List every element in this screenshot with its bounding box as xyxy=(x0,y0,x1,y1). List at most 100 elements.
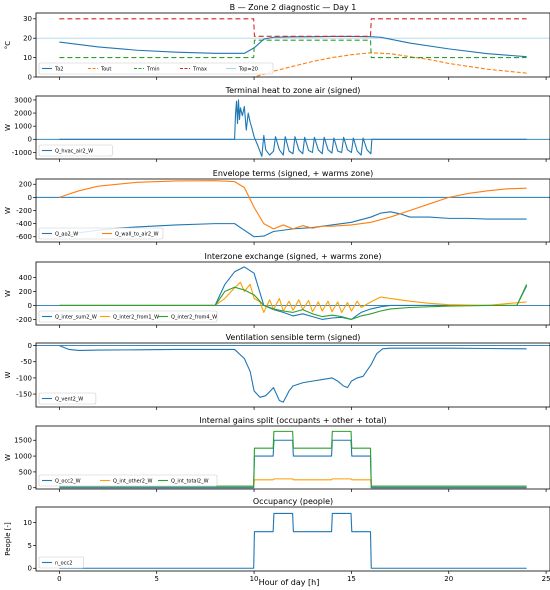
series-line xyxy=(59,512,527,569)
plot-area xyxy=(59,266,528,320)
axes-frame xyxy=(35,506,550,572)
y-tick-label: -200 xyxy=(16,207,32,215)
plot-area xyxy=(59,430,527,489)
series-line xyxy=(251,52,527,77)
y-tick-label: 200 xyxy=(19,181,32,189)
legend-label: n_occ2 xyxy=(55,561,72,567)
legend-label: Q_ao2_W xyxy=(55,232,78,238)
legend: Q_inter_sum2_W Q_inter2_from1_W Q_inter2_f… xyxy=(38,310,218,323)
y-axis-label: W xyxy=(4,371,12,378)
legend: Q_ao2_W Q_wall_to_air2_W xyxy=(38,227,164,240)
x-tick-label: 10 xyxy=(250,575,259,583)
legend-label: Ta2 xyxy=(54,67,63,73)
x-tick-label: 15 xyxy=(347,575,356,583)
panel-title: Terminal heat to zone air (signed) xyxy=(225,86,361,95)
panel-title: Interzone exchange (signed, + warms zone… xyxy=(204,252,381,261)
y-axis-label: °C xyxy=(4,41,12,50)
y-axis-label: W xyxy=(4,207,12,214)
y-tick-label: 1500 xyxy=(14,437,32,445)
y-axis-label: People [-] xyxy=(4,522,12,556)
y-tick-label: 5 xyxy=(28,542,32,550)
panel-5: Ventilation sensible term (signed) W -150 -… xyxy=(4,333,550,410)
y-tick-label: 10 xyxy=(23,519,32,527)
legend-label: Q_int_total2_W xyxy=(171,479,209,485)
y-axis-label: W xyxy=(4,454,12,461)
axes-frame xyxy=(35,342,550,408)
y-tick-label: -1000 xyxy=(12,149,32,157)
series-line xyxy=(59,478,527,487)
panel-title: B — Zone 2 diagnostic — Day 1 xyxy=(230,3,357,12)
axes-frame xyxy=(35,425,550,490)
panel-1: B — Zone 2 diagnostic — Day 1 °C 0 10 20 30 Ta… xyxy=(4,3,550,81)
legend-label: Tmin xyxy=(146,67,159,73)
legend-label: Q_inter2_from4_W xyxy=(171,315,217,321)
legend-label: Tout xyxy=(100,67,111,73)
x-tick-label: 0 xyxy=(57,575,61,583)
panel-title: Internal gains split (occupants + other … xyxy=(199,416,386,425)
y-axis-label: W xyxy=(4,124,12,131)
legend: Q_hvac_air2_W xyxy=(38,144,113,157)
series-line xyxy=(59,281,527,313)
y-tick-label: 20 xyxy=(23,35,32,43)
series-line xyxy=(59,266,528,320)
x-tick-label: 20 xyxy=(444,575,453,583)
panel-2: Terminal heat to zone air (signed) W -1000… xyxy=(4,86,550,162)
y-tick-label: 3000 xyxy=(14,96,32,104)
y-tick-label: 0 xyxy=(28,565,32,573)
legend-label: Q_inter_sum2_W xyxy=(55,315,97,321)
axes-frame xyxy=(35,12,550,78)
y-tick-label: -600 xyxy=(16,233,32,241)
legend: Ta2 Tout Tmin Tmax Top=20 xyxy=(38,62,274,75)
series-line xyxy=(59,99,527,157)
legend-label: Q_int_other2_W xyxy=(113,479,152,485)
plot-area xyxy=(59,512,527,569)
plot-area xyxy=(59,18,527,77)
axes-frame xyxy=(35,261,550,326)
y-tick-label: 500 xyxy=(19,468,32,476)
panel-4: Interzone exchange (signed, + warms zone… xyxy=(4,252,550,328)
y-axis-label: W xyxy=(4,290,12,297)
y-tick-label: 200 xyxy=(19,288,32,296)
legend-label: Q_wall_to_air2_W xyxy=(115,232,159,238)
panel-6: Internal gains split (occupants + other … xyxy=(4,416,550,492)
x-tick-label: 5 xyxy=(154,575,158,583)
y-tick-label: -400 xyxy=(16,220,32,228)
y-tick-label: 0 xyxy=(28,484,32,492)
y-tick-label: 0 xyxy=(28,194,32,202)
figure-xlabel: Hour of day [h] xyxy=(259,578,320,587)
series-line xyxy=(59,345,527,403)
series-line xyxy=(59,18,527,37)
legend: n_occ2 xyxy=(38,556,84,569)
legend-label: Q_inter2_from1_W xyxy=(113,315,159,321)
y-tick-label: 0 xyxy=(28,73,32,81)
series-line xyxy=(59,39,527,59)
legend-label: Tmax xyxy=(192,67,207,73)
y-tick-label: 400 xyxy=(19,274,32,282)
panel-title: Envelope terms (signed, + warms zone) xyxy=(213,169,373,178)
plot-area xyxy=(59,345,527,403)
panel-7: Occupancy (people) People [-] 0 5 10 15 20 25 0 5… xyxy=(4,497,550,583)
y-tick-label: -200 xyxy=(16,316,32,324)
panel-title: Occupancy (people) xyxy=(253,497,333,506)
y-tick-label: -50 xyxy=(21,358,32,366)
legend: Q_vent2_W xyxy=(38,392,97,405)
y-tick-label: 30 xyxy=(23,15,32,23)
x-tick-label: 25 xyxy=(542,575,550,583)
legend-label: Top=20 xyxy=(238,67,258,73)
plot-area xyxy=(59,99,527,157)
panel-title: Ventilation sensible term (signed) xyxy=(226,333,361,342)
panel-3: Envelope terms (signed, + warms zone) W -6… xyxy=(4,169,550,245)
y-tick-label: -150 xyxy=(16,390,32,398)
y-tick-label: 0 xyxy=(28,342,32,350)
series-line xyxy=(59,284,528,320)
series-line xyxy=(59,35,527,58)
legend-label: Q_hvac_air2_W xyxy=(55,149,93,155)
plot-area xyxy=(59,180,527,238)
y-tick-label: 10 xyxy=(23,54,32,62)
y-tick-label: 0 xyxy=(28,136,32,144)
legend-label: Q_vent2_W xyxy=(55,397,83,403)
y-tick-label: -100 xyxy=(16,374,32,382)
legend-label: Q_occ2_W xyxy=(55,479,81,485)
series-line xyxy=(59,180,527,230)
